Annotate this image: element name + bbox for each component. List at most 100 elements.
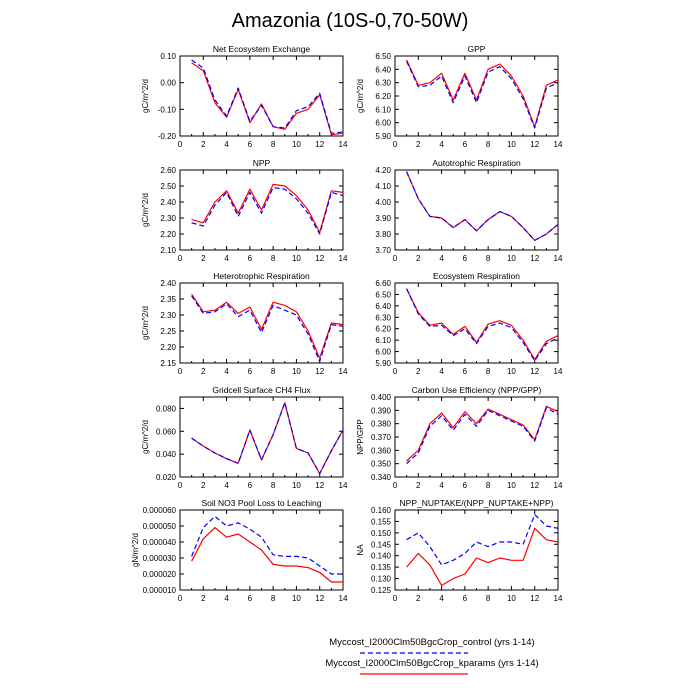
- y-tick-label: 6.40: [375, 302, 391, 311]
- y-tick-label: 6.20: [375, 92, 391, 101]
- panel-2: NPP 0 2 4 6 8 10 12 14 2.60 2.50 2.40 2.30 2.20 2.10 gC…: [141, 158, 348, 263]
- y-tick-label: 2.15: [160, 359, 176, 368]
- x-tick-label: 14: [339, 481, 348, 490]
- x-tick-label: 0: [178, 481, 183, 490]
- y-tick-label: 4.10: [375, 182, 391, 191]
- x-tick-label: 0: [178, 254, 183, 263]
- y-tick-label: 0.040: [156, 450, 177, 459]
- panel-9: NPP_NUPTAKE/(NPP_NUPTAKE+NPP) 0 2 4 6 8 10 12 14…: [356, 498, 563, 603]
- y-tick-label: 0.360: [371, 446, 392, 455]
- x-tick-label: 8: [486, 594, 491, 603]
- y-tick-label: 0.340: [371, 473, 392, 482]
- x-tick-label: 2: [201, 481, 206, 490]
- plot-frame: [394, 282, 559, 364]
- y-tick-label: 6.20: [375, 325, 391, 334]
- panel-title: NPP_NUPTAKE/(NPP_NUPTAKE+NPP): [400, 498, 554, 508]
- y-tick-label: 0.150: [371, 529, 392, 538]
- x-tick-label: 10: [292, 367, 301, 376]
- x-tick-label: 6: [248, 254, 253, 263]
- y-tick-label: 0.000040: [143, 538, 177, 547]
- x-tick-label: 2: [201, 594, 206, 603]
- y-axis-label: gC/m^2/d: [356, 79, 365, 113]
- x-tick-label: 2: [201, 367, 206, 376]
- x-tick-label: 10: [292, 254, 301, 263]
- series-line-kparams: [406, 527, 559, 587]
- series-line-kparams: [406, 288, 559, 361]
- x-tick-label: 2: [201, 254, 206, 263]
- y-tick-label: 0.390: [371, 406, 392, 415]
- y-tick-label: 0.000010: [143, 586, 177, 595]
- x-tick-label: 2: [201, 140, 206, 149]
- y-tick-label: 3.80: [375, 230, 391, 239]
- legend-label-kparams: Myccost_I2000Clm50BgcCrop_kparams (yrs 1…: [325, 658, 538, 669]
- y-tick-label: 3.70: [375, 246, 391, 255]
- y-tick-label: 0.145: [371, 540, 392, 549]
- y-tick-label: 0.135: [371, 563, 392, 572]
- x-tick-label: 12: [315, 367, 324, 376]
- series-line-kparams: [191, 62, 344, 136]
- y-tick-label: 2.30: [160, 311, 176, 320]
- x-tick-label: 4: [439, 140, 444, 149]
- x-tick-label: 6: [248, 594, 253, 603]
- x-tick-label: 4: [439, 254, 444, 263]
- panel-title: Heterotrophic Respiration: [213, 271, 310, 281]
- x-tick-label: 8: [486, 481, 491, 490]
- y-tick-label: 0.00: [160, 79, 176, 88]
- y-tick-label: 0.080: [156, 404, 177, 413]
- x-tick-label: 10: [507, 140, 516, 149]
- x-tick-label: 12: [315, 254, 324, 263]
- series-line-kparams: [191, 183, 344, 233]
- x-tick-label: 14: [554, 481, 563, 490]
- x-tick-label: 6: [463, 481, 468, 490]
- x-tick-label: 8: [486, 254, 491, 263]
- y-tick-label: 0.000060: [143, 506, 177, 515]
- panel-title: Soil NO3 Pool Loss to Leaching: [201, 498, 321, 508]
- y-axis-label: gN/m^2/d: [131, 533, 140, 567]
- x-tick-label: 4: [224, 594, 229, 603]
- y-tick-label: 5.90: [375, 132, 391, 141]
- x-tick-label: 10: [292, 594, 301, 603]
- series-line-kparams: [406, 59, 559, 128]
- y-tick-label: 2.50: [160, 182, 176, 191]
- series-line-kparams: [191, 526, 343, 583]
- y-tick-label: 0.155: [371, 517, 392, 526]
- y-tick-label: 2.40: [160, 279, 176, 288]
- x-tick-label: 8: [271, 140, 276, 149]
- y-tick-label: 2.20: [160, 230, 176, 239]
- x-tick-label: 8: [271, 254, 276, 263]
- y-tick-label: 6.00: [375, 119, 391, 128]
- x-tick-label: 6: [248, 481, 253, 490]
- panel-1: GPP 0 2 4 6 8 10 12 14 6.50 6.40 6.30 6.20 6.10 6.00 5.…: [356, 44, 563, 149]
- x-tick-label: 12: [530, 481, 539, 490]
- x-tick-label: 6: [463, 140, 468, 149]
- x-tick-label: 4: [224, 254, 229, 263]
- panel-3: Autotrophic Respiration 0 2 4 6 8 10 12 14 4.20 4.…: [375, 158, 563, 263]
- x-tick-label: 0: [393, 367, 398, 376]
- series-line-control: [406, 171, 559, 241]
- y-tick-label: 0.000050: [143, 522, 177, 531]
- x-tick-label: 8: [271, 594, 276, 603]
- y-tick-label: 0.000030: [143, 554, 177, 563]
- y-tick-label: 0.380: [371, 420, 392, 429]
- y-tick-label: 2.25: [160, 327, 176, 336]
- y-tick-label: 0.125: [371, 586, 392, 595]
- x-tick-label: 2: [416, 481, 421, 490]
- y-tick-label: 0.160: [371, 506, 392, 515]
- y-tick-label: 6.10: [375, 336, 391, 345]
- x-tick-label: 8: [271, 367, 276, 376]
- series-line-control: [191, 515, 343, 575]
- panel-5: Ecosystem Respiration 0 2 4 6 8 10 12 14 6.60 6.50…: [375, 271, 563, 376]
- panel-8: Soil NO3 Pool Loss to Leaching 0 2 4 6 8 10 12 1…: [131, 498, 348, 603]
- y-axis-label: gC/m^2/d: [141, 79, 150, 113]
- x-tick-label: 10: [507, 594, 516, 603]
- plot-frame: [394, 169, 559, 251]
- x-tick-label: 10: [507, 481, 516, 490]
- series-line-control: [406, 513, 559, 566]
- x-tick-label: 0: [393, 594, 398, 603]
- x-tick-label: 2: [416, 140, 421, 149]
- x-tick-label: 12: [315, 594, 324, 603]
- panel-title: Net Ecosystem Exchange: [213, 44, 311, 54]
- series-line-kparams: [406, 405, 559, 462]
- x-tick-label: 0: [178, 367, 183, 376]
